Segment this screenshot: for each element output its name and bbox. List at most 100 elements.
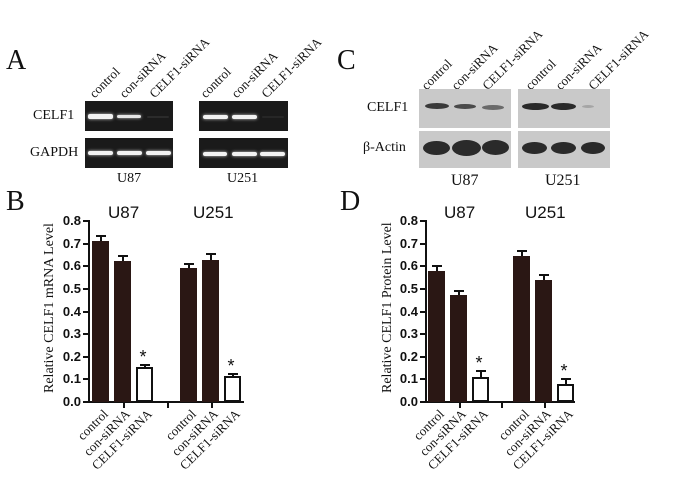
error-bar-cap xyxy=(560,378,571,381)
error-bar-cap xyxy=(205,253,216,256)
y-tick xyxy=(83,310,88,313)
error-bar-cap xyxy=(227,372,238,375)
y-tick xyxy=(83,401,88,403)
y-axis xyxy=(88,220,90,403)
bar-control xyxy=(513,256,530,402)
gel-band xyxy=(117,151,142,155)
lane-label: control xyxy=(522,56,559,93)
y-tick-label: 0.1 xyxy=(399,371,418,387)
x-tick xyxy=(501,403,503,408)
y-tick xyxy=(420,401,425,403)
error-bar-cap xyxy=(453,289,464,292)
error-bar-cap xyxy=(139,364,150,367)
x-axis xyxy=(425,401,575,403)
panel-letter-d: D xyxy=(340,186,361,217)
error-bar-cap xyxy=(183,262,194,265)
y-tick xyxy=(420,378,425,381)
bar-control xyxy=(428,271,445,402)
blot-band xyxy=(482,105,504,110)
y-axis xyxy=(425,220,427,403)
panel-letter-a: A xyxy=(6,45,27,76)
significance-marker: * xyxy=(139,347,147,368)
lane-label: control xyxy=(86,64,123,101)
row-label-celf1: CELF1 xyxy=(367,100,409,115)
y-tick-label: 0.0 xyxy=(62,394,81,409)
error-bar xyxy=(99,234,102,241)
y-tick xyxy=(83,288,88,290)
gel-band xyxy=(232,115,257,119)
y-tick-label: 0.1 xyxy=(62,371,81,387)
significance-marker: * xyxy=(475,352,483,373)
bar-con-siRNA xyxy=(535,280,552,402)
error-bar-cap xyxy=(538,274,549,277)
panel-letter-b: B xyxy=(6,186,25,217)
blot-band xyxy=(454,104,476,109)
x-tick xyxy=(166,403,169,408)
gel-band xyxy=(88,114,113,119)
y-tick-label: 0.6 xyxy=(62,258,81,274)
y-tick-label: 0.5 xyxy=(399,281,418,296)
bar-con-siRNA xyxy=(114,260,131,402)
y-tick xyxy=(83,378,88,381)
y-tick-label: 0.4 xyxy=(399,303,418,319)
error-bar-cap xyxy=(95,234,106,237)
x-axis xyxy=(88,401,244,403)
row-label-beta-actin: β-Actin xyxy=(363,140,406,155)
error-bar xyxy=(187,262,190,268)
x-tick xyxy=(458,403,461,408)
blot-band xyxy=(482,140,509,155)
y-tick xyxy=(83,333,88,336)
blot-u251-actin xyxy=(518,131,610,168)
error-bar-cap xyxy=(475,369,486,372)
panel-letter-c: C xyxy=(337,45,356,76)
gel-band xyxy=(88,151,113,155)
significance-marker: * xyxy=(560,361,568,382)
y-tick xyxy=(83,220,88,223)
y-tick xyxy=(83,265,88,268)
y-tick-label: 0.7 xyxy=(62,235,81,251)
y-tick-label: 0.3 xyxy=(62,326,81,342)
error-bar xyxy=(520,250,523,257)
gel-band xyxy=(146,151,171,155)
y-tick-label: 0.4 xyxy=(62,303,81,319)
error-bar xyxy=(542,274,545,281)
gel-band xyxy=(117,115,141,118)
significance-marker: * xyxy=(227,355,235,376)
y-tick xyxy=(420,242,425,245)
error-bar xyxy=(121,255,124,261)
cell-label-u251: U251 xyxy=(545,172,581,189)
gel-band xyxy=(147,116,169,118)
y-tick xyxy=(420,333,425,336)
bar-CELF1-siRNA xyxy=(224,376,241,402)
gel-u251-celf1 xyxy=(199,101,288,131)
error-bar xyxy=(564,378,567,385)
blot-band xyxy=(452,140,481,156)
blot-band xyxy=(551,103,576,110)
y-tick-label: 0.8 xyxy=(399,213,418,229)
y-tick xyxy=(420,288,425,290)
blot-band xyxy=(522,142,547,154)
x-tick xyxy=(210,403,213,408)
y-tick xyxy=(420,265,425,268)
y-tick-label: 0.6 xyxy=(399,258,418,274)
x-tick xyxy=(543,403,546,408)
gel-band xyxy=(203,152,227,156)
row-label-celf1: CELF1 xyxy=(33,108,75,123)
blot-u87-celf1 xyxy=(419,89,511,128)
bar-CELF1-siRNA xyxy=(472,377,489,402)
blot-band xyxy=(582,105,594,108)
error-bar-cap xyxy=(431,264,442,267)
y-tick-label: 0.5 xyxy=(62,281,81,296)
y-tick xyxy=(83,242,88,245)
y-tick-label: 0.7 xyxy=(399,235,418,251)
y-tick xyxy=(83,355,88,358)
error-bar xyxy=(457,289,460,295)
bar-control xyxy=(92,240,109,402)
gel-band xyxy=(232,152,257,156)
gel-u251-gapdh xyxy=(199,138,288,168)
y-tick-label: 0.0 xyxy=(399,394,418,409)
group-title-u251: U251 xyxy=(193,203,234,222)
gel-band xyxy=(262,116,284,118)
blot-u87-actin xyxy=(419,131,511,168)
group-title-u87: U87 xyxy=(444,203,476,222)
